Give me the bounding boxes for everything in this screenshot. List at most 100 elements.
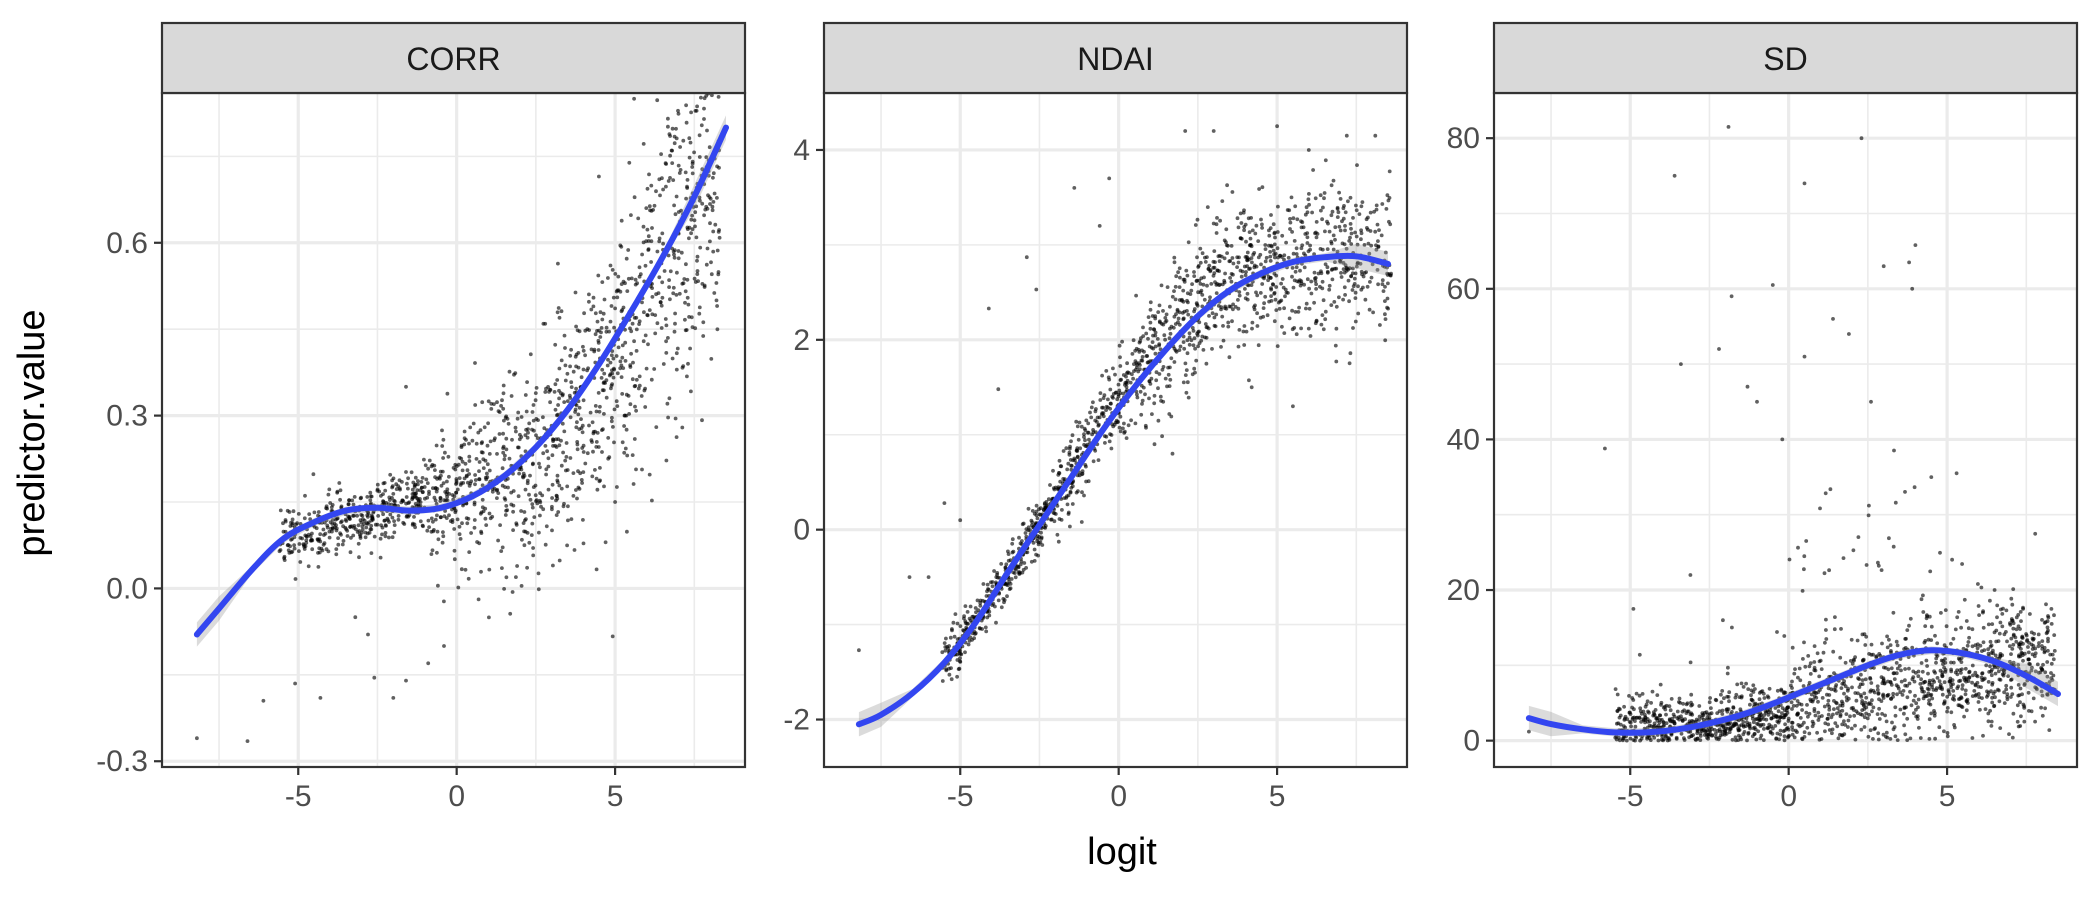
data-point: [593, 404, 598, 408]
data-point: [1320, 286, 1325, 291]
data-point: [1051, 468, 1055, 473]
data-point: [1823, 640, 1827, 645]
data-point: [1802, 640, 1806, 645]
data-point: [1369, 275, 1374, 280]
data-point: [1250, 320, 1255, 325]
data-point: [1353, 296, 1358, 300]
data-point: [590, 420, 595, 425]
data-point: [1238, 211, 1243, 216]
data-point: [419, 480, 424, 484]
data-point: [1243, 222, 1248, 227]
data-point: [369, 527, 374, 532]
data-point: [1790, 720, 1794, 725]
data-point: [1916, 674, 1921, 679]
data-point: [619, 282, 624, 286]
data-point: [942, 641, 947, 645]
data-point: [406, 486, 410, 491]
data-point: [638, 272, 643, 277]
data-point: [607, 329, 611, 334]
data-point: [1180, 297, 1184, 302]
data-point: [1363, 297, 1368, 302]
data-point: [1989, 724, 1994, 728]
data-point: [1956, 610, 1961, 614]
data-point: [1299, 326, 1303, 331]
data-point: [546, 464, 551, 469]
data-point: [654, 292, 658, 297]
data-point: [1147, 344, 1152, 349]
data-point: [627, 412, 631, 416]
data-point: [2044, 602, 2048, 607]
data-point: [1275, 246, 1280, 251]
outlier-point: [654, 425, 659, 429]
y-tick-label: 20: [1447, 574, 1480, 607]
data-point: [413, 491, 418, 496]
data-point: [1178, 275, 1182, 280]
data-point: [1669, 732, 1674, 737]
data-point: [1214, 312, 1219, 317]
data-point: [2046, 614, 2050, 618]
data-point: [977, 626, 982, 630]
data-point: [290, 517, 295, 522]
data-point: [693, 210, 698, 215]
data-point: [2049, 661, 2054, 666]
data-point: [958, 656, 962, 660]
data-point: [1806, 714, 1810, 719]
data-point: [1972, 689, 1977, 693]
data-point: [1199, 338, 1204, 343]
data-point: [1200, 334, 1205, 339]
data-point: [1022, 561, 1027, 565]
data-point: [1935, 676, 1940, 680]
data-point: [1893, 705, 1898, 710]
data-point: [647, 308, 652, 312]
data-point: [655, 321, 660, 326]
data-point: [1383, 312, 1387, 317]
data-point: [1774, 715, 1779, 719]
data-point: [413, 525, 417, 530]
data-point: [1231, 307, 1235, 312]
data-point: [1302, 251, 1306, 256]
data-point: [1832, 699, 1836, 703]
data-point: [667, 396, 672, 401]
data-point: [1034, 503, 1039, 508]
data-point: [1846, 725, 1850, 729]
data-point: [1962, 714, 1966, 719]
data-point: [597, 409, 602, 414]
data-point: [1358, 261, 1363, 266]
data-point: [1647, 736, 1652, 740]
data-point: [552, 390, 557, 394]
outlier-point: [1379, 233, 1384, 238]
data-point: [1894, 671, 1899, 676]
data-point: [1238, 236, 1243, 241]
data-point: [1018, 541, 1023, 546]
data-point: [1889, 696, 1893, 701]
data-point: [1640, 692, 1645, 696]
data-point: [975, 598, 980, 603]
data-point: [356, 523, 361, 528]
data-point: [1225, 183, 1229, 188]
data-point: [1214, 231, 1219, 235]
data-point: [1979, 585, 1984, 590]
data-point: [1979, 675, 1984, 680]
x-axis-title: logit: [1087, 831, 1157, 873]
data-point: [1304, 306, 1308, 311]
data-point: [1351, 326, 1355, 330]
data-point: [1926, 701, 1931, 706]
data-point: [1661, 705, 1666, 710]
data-point: [1334, 326, 1339, 331]
data-point: [1736, 718, 1741, 723]
data-point: [2000, 624, 2005, 629]
data-point: [1823, 729, 1827, 734]
data-point: [474, 441, 479, 446]
data-point: [1960, 683, 1965, 688]
data-point: [518, 432, 522, 437]
data-point: [1338, 259, 1342, 263]
data-point: [1082, 426, 1087, 431]
data-point: [1349, 226, 1353, 231]
data-point: [1279, 281, 1283, 286]
data-point: [1255, 311, 1259, 316]
data-point: [1133, 421, 1138, 426]
data-point: [1306, 326, 1311, 331]
data-point: [611, 295, 616, 300]
data-point: [1299, 219, 1303, 224]
data-point: [291, 509, 296, 514]
